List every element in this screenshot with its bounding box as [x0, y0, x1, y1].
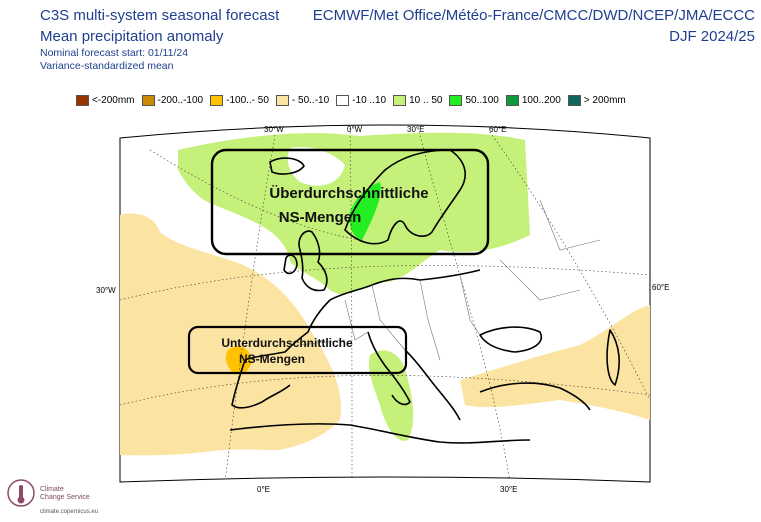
legend-swatch — [567, 95, 581, 106]
source-block: ECMWF/Met Office/Météo-France/CMCC/DWD/N… — [313, 5, 755, 47]
chart-title: C3S multi-system seasonal forecast — [40, 7, 280, 24]
legend-swatch — [141, 95, 155, 106]
climate-change-service-icon — [7, 479, 35, 507]
legend-label: -100..- 50 — [226, 95, 269, 106]
legend-swatch — [393, 95, 407, 106]
tick-right-60e: 60°E — [652, 283, 669, 292]
dry-gap — [287, 147, 345, 186]
dry-anomaly-iberia-core — [225, 346, 252, 375]
annotation-south-box — [187, 325, 408, 375]
tick-top-30w: 30°W — [264, 125, 284, 134]
coast-balkans — [404, 349, 461, 421]
logo-name-line1: Climate — [40, 486, 64, 493]
legend-item: -200..-100 — [141, 95, 204, 106]
legend-label: > 200mm — [583, 95, 626, 106]
coastlines — [229, 149, 620, 444]
dry-anomaly-atlantic — [120, 213, 341, 456]
legend-item: > 200mm — [567, 95, 626, 106]
annotation-south-line1: Unterdurchschnittliche — [221, 336, 353, 350]
legend-swatch — [505, 95, 519, 106]
coast-black-sea — [479, 326, 542, 353]
legend-item: - 50..-10 — [275, 95, 330, 106]
title-block: C3S multi-system seasonal forecast Mean … — [40, 5, 279, 73]
tick-top-0w: 0°W — [347, 125, 363, 134]
dry-anomaly-southeast — [460, 305, 650, 420]
centres-list: ECMWF/Met Office/Météo-France/CMCC/DWD/N… — [312, 7, 755, 24]
tick-bottom-0e: 0°E — [257, 485, 270, 494]
legend-label: -200..-100 — [157, 95, 204, 106]
annotation-north-line2: NS-Mengen — [279, 209, 362, 226]
legend-label: -10 ..10 — [352, 95, 387, 106]
legend-swatch — [449, 95, 463, 106]
legend-label: - 50..-10 — [291, 95, 330, 106]
graticule — [120, 127, 650, 482]
legend-swatch — [210, 95, 224, 106]
legend-item: -10 ..10 — [336, 95, 386, 106]
wet-norway — [349, 182, 381, 240]
tick-top-60e: 60°E — [489, 125, 506, 134]
legend-label: 10 .. 50 — [409, 95, 443, 106]
coast-ireland — [283, 254, 298, 275]
legend-label: <-200mm — [92, 95, 135, 106]
legend-label: 100..200 — [521, 95, 561, 106]
annotation-south: Unterdurchschnittliche NS-Mengen — [187, 325, 408, 375]
annotation-north-box — [210, 148, 490, 256]
anomaly-fields — [120, 132, 650, 456]
annotation-south-line2: NS-Mengen — [239, 352, 305, 366]
coast-british-isles — [298, 230, 328, 292]
legend-item: <-200mm — [76, 95, 135, 106]
annotation-north-line1: Überdurchschnittliche — [269, 185, 428, 202]
chart-subtitle: Mean precipitation anomaly — [40, 28, 224, 45]
tick-left-30w: 30°W — [96, 286, 116, 295]
logo-url: climate.copernicus.eu — [40, 509, 99, 515]
country-borders — [299, 199, 601, 361]
legend: <-200mm -200..-100 -100..- 50 - 50..-10 … — [76, 95, 626, 106]
legend-item: 100..200 — [505, 95, 561, 106]
legend-swatch — [336, 95, 350, 106]
variance-note: Variance-standardized mean — [40, 60, 174, 72]
copernicus-logo: Climate Change Service climate.copernicu… — [6, 478, 98, 515]
forecast-start: Nominal forecast start: 01/11/24 — [40, 47, 189, 59]
legend-item: 10 .. 50 — [393, 95, 442, 106]
coast-north-africa — [229, 423, 531, 444]
tick-top-30e: 30°E — [407, 125, 424, 134]
legend-label: 50..100 — [465, 95, 499, 106]
coast-western-europe — [231, 269, 481, 409]
logo-name-line2: Change Service — [40, 494, 90, 501]
coast-turkey — [479, 382, 591, 411]
coast-italy — [367, 331, 411, 406]
legend-item: 50..100 — [449, 95, 499, 106]
legend-swatch — [76, 95, 89, 106]
season-label: DJF 2024/25 — [669, 28, 755, 45]
tick-bottom-30e: 30°E — [500, 485, 517, 494]
legend-item: -100..- 50 — [210, 95, 269, 106]
coast-scandinavia — [344, 149, 466, 245]
annotation-north: Überdurchschnittliche NS-Mengen — [210, 148, 490, 256]
coast-caspian — [606, 329, 620, 386]
legend-swatch — [275, 95, 289, 106]
coast-iceland — [269, 157, 305, 175]
